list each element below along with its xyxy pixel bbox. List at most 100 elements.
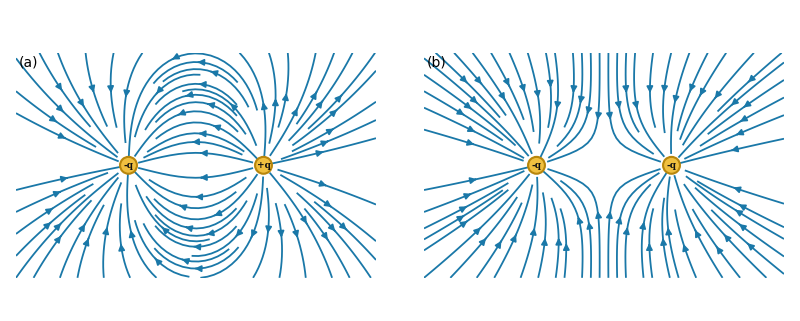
FancyArrowPatch shape	[633, 102, 638, 107]
FancyArrowPatch shape	[54, 223, 61, 230]
FancyArrowPatch shape	[108, 86, 113, 91]
Text: (b): (b)	[427, 56, 446, 70]
FancyArrowPatch shape	[79, 224, 85, 231]
FancyArrowPatch shape	[468, 126, 474, 132]
FancyArrowPatch shape	[90, 85, 94, 91]
FancyArrowPatch shape	[186, 226, 193, 231]
Text: -q: -q	[123, 161, 134, 170]
FancyArrowPatch shape	[178, 110, 186, 115]
FancyArrowPatch shape	[262, 104, 266, 109]
Text: -q: -q	[531, 161, 542, 170]
FancyArrowPatch shape	[214, 126, 220, 130]
FancyArrowPatch shape	[208, 103, 214, 108]
FancyArrowPatch shape	[457, 109, 464, 115]
FancyArrowPatch shape	[311, 92, 317, 99]
Circle shape	[255, 157, 272, 174]
FancyArrowPatch shape	[617, 218, 622, 224]
FancyArrowPatch shape	[50, 116, 57, 122]
FancyArrowPatch shape	[732, 146, 738, 152]
FancyArrowPatch shape	[700, 89, 706, 96]
FancyArrowPatch shape	[499, 93, 505, 100]
Circle shape	[120, 157, 137, 174]
FancyArrowPatch shape	[84, 238, 89, 246]
FancyArrowPatch shape	[464, 194, 470, 199]
FancyArrowPatch shape	[496, 241, 502, 248]
FancyArrowPatch shape	[326, 129, 334, 134]
FancyArrowPatch shape	[647, 245, 652, 250]
FancyArrowPatch shape	[542, 240, 547, 245]
FancyArrowPatch shape	[717, 247, 722, 254]
Circle shape	[663, 157, 680, 174]
FancyArrowPatch shape	[734, 187, 741, 192]
FancyArrowPatch shape	[461, 221, 467, 227]
FancyArrowPatch shape	[186, 92, 193, 97]
FancyArrowPatch shape	[662, 86, 667, 91]
FancyArrowPatch shape	[162, 227, 169, 234]
FancyArrowPatch shape	[44, 222, 50, 229]
Circle shape	[528, 157, 545, 174]
FancyArrowPatch shape	[748, 76, 755, 82]
FancyArrowPatch shape	[556, 239, 562, 245]
FancyArrowPatch shape	[198, 60, 205, 65]
FancyArrowPatch shape	[330, 110, 337, 116]
FancyArrowPatch shape	[55, 236, 61, 243]
FancyArrowPatch shape	[467, 140, 474, 145]
FancyArrowPatch shape	[647, 86, 652, 91]
FancyArrowPatch shape	[182, 259, 189, 264]
FancyArrowPatch shape	[683, 246, 688, 251]
FancyArrowPatch shape	[564, 245, 569, 250]
FancyArrowPatch shape	[747, 244, 754, 250]
FancyArrowPatch shape	[201, 175, 207, 180]
FancyArrowPatch shape	[480, 239, 486, 245]
FancyArrowPatch shape	[196, 195, 202, 199]
FancyArrowPatch shape	[283, 95, 288, 100]
FancyArrowPatch shape	[724, 235, 730, 241]
FancyArrowPatch shape	[579, 96, 584, 102]
FancyArrowPatch shape	[329, 224, 335, 231]
FancyArrowPatch shape	[266, 226, 271, 232]
FancyArrowPatch shape	[587, 223, 592, 229]
FancyArrowPatch shape	[317, 101, 322, 108]
FancyArrowPatch shape	[157, 87, 163, 94]
FancyArrowPatch shape	[56, 83, 62, 91]
Text: +q: +q	[257, 161, 270, 170]
FancyArrowPatch shape	[739, 224, 746, 230]
FancyArrowPatch shape	[124, 90, 130, 96]
FancyArrowPatch shape	[200, 131, 206, 136]
FancyArrowPatch shape	[531, 230, 536, 235]
FancyArrowPatch shape	[322, 233, 328, 240]
FancyArrowPatch shape	[690, 84, 694, 92]
FancyArrowPatch shape	[325, 201, 331, 207]
FancyArrowPatch shape	[194, 139, 199, 144]
FancyArrowPatch shape	[294, 230, 298, 236]
Text: -q: -q	[666, 161, 677, 170]
FancyArrowPatch shape	[46, 208, 53, 214]
FancyArrowPatch shape	[535, 91, 540, 96]
FancyArrowPatch shape	[737, 130, 743, 134]
FancyArrowPatch shape	[119, 245, 124, 251]
FancyArrowPatch shape	[155, 258, 162, 265]
FancyArrowPatch shape	[511, 234, 516, 242]
FancyArrowPatch shape	[674, 96, 678, 101]
FancyArrowPatch shape	[624, 229, 629, 234]
FancyArrowPatch shape	[616, 102, 621, 107]
FancyArrowPatch shape	[739, 205, 746, 210]
FancyArrowPatch shape	[273, 100, 278, 105]
FancyArrowPatch shape	[555, 102, 560, 107]
FancyArrowPatch shape	[61, 177, 67, 182]
FancyArrowPatch shape	[335, 95, 342, 102]
FancyArrowPatch shape	[460, 207, 466, 212]
FancyArrowPatch shape	[301, 217, 306, 224]
FancyArrowPatch shape	[548, 81, 553, 86]
FancyArrowPatch shape	[130, 232, 134, 238]
FancyArrowPatch shape	[736, 210, 742, 216]
FancyArrowPatch shape	[292, 108, 298, 116]
FancyArrowPatch shape	[457, 216, 464, 221]
FancyArrowPatch shape	[470, 178, 476, 183]
FancyArrowPatch shape	[340, 223, 346, 230]
FancyArrowPatch shape	[251, 230, 257, 238]
FancyArrowPatch shape	[57, 106, 63, 112]
FancyArrowPatch shape	[741, 116, 747, 121]
FancyArrowPatch shape	[661, 240, 666, 245]
FancyArrowPatch shape	[180, 205, 186, 210]
